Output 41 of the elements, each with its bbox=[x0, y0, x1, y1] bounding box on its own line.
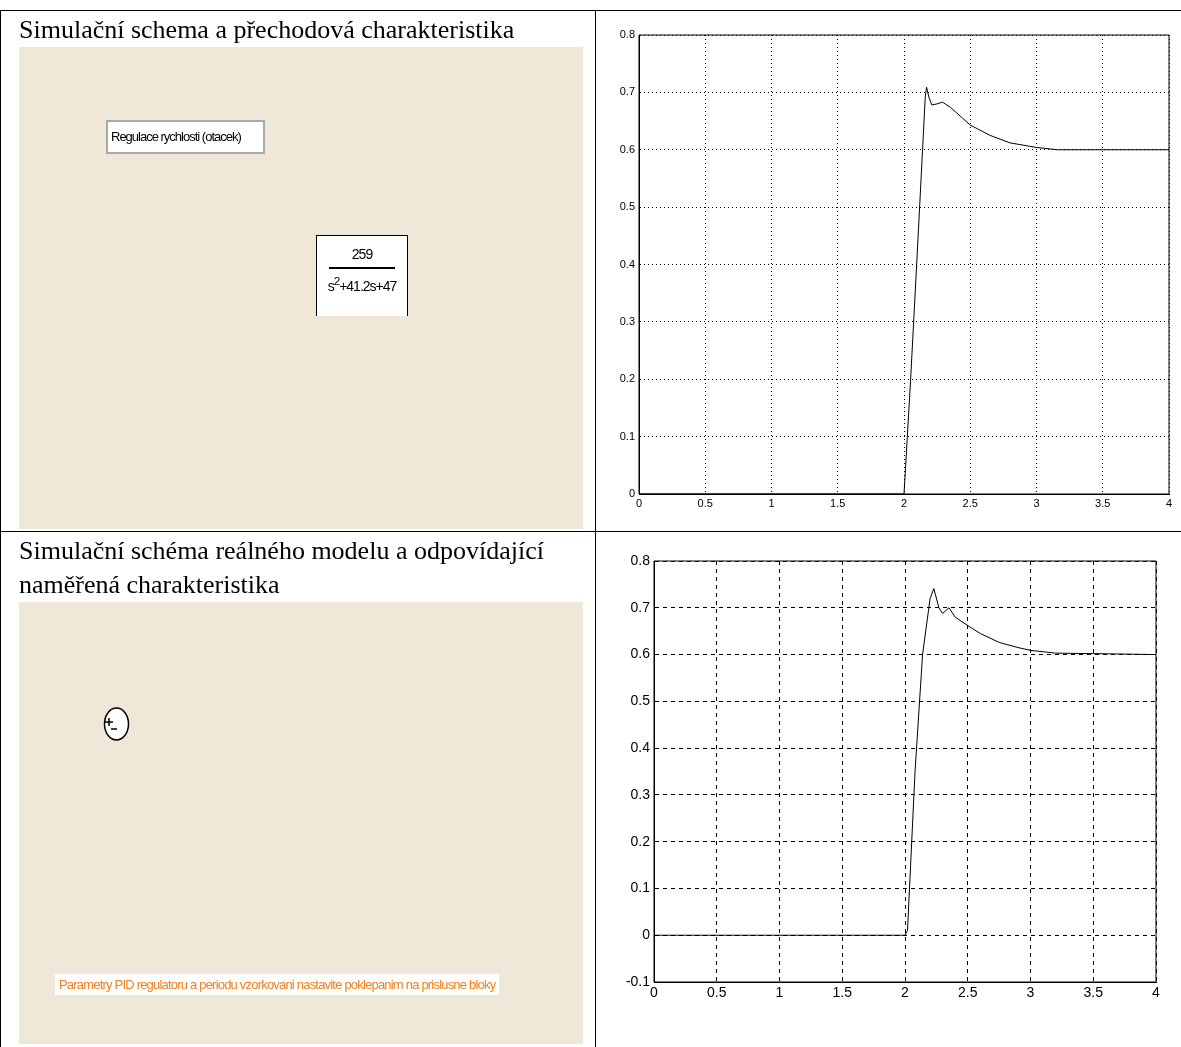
y-tick-label: 0.4 bbox=[619, 257, 635, 270]
text: Simulační schéma reálného modelu a odpovídající naměřená charakteristika bbox=[18, 535, 545, 601]
x-tick-label: 2.5 bbox=[962, 496, 978, 509]
x-tick-label: 1.5 bbox=[832, 984, 853, 1001]
y-tick-label: 0.6 bbox=[630, 645, 651, 662]
x-tick-label: 2.5 bbox=[958, 984, 978, 1001]
y-tick-label: 0.1 bbox=[630, 879, 651, 896]
text: Parametry PID regulatoru a periodu vzorkovani nastavite poklepanim na prislusne bloky bbox=[55, 974, 500, 995]
y-tick-label: 0 bbox=[628, 487, 635, 500]
y-tick-label: 0.6 bbox=[619, 142, 635, 155]
text: 259 bbox=[350, 246, 374, 262]
x-tick-label: 3.5 bbox=[1083, 984, 1104, 1001]
x-tick-label: 2 bbox=[900, 496, 908, 509]
y-tick-label: 0.7 bbox=[619, 85, 635, 98]
y-tick-label: 0.5 bbox=[619, 200, 635, 213]
y-tick-label: 0.3 bbox=[630, 785, 651, 802]
x-tick-label: 1.5 bbox=[830, 496, 846, 509]
text: Regulace rychlosti (otacek) bbox=[106, 120, 265, 154]
x-tick-label: 0.5 bbox=[697, 496, 713, 509]
x-tick-label: 3 bbox=[1033, 496, 1040, 509]
text: Simulační schema a přechodová charakteristika bbox=[18, 14, 516, 46]
x-tick-label: 0.5 bbox=[707, 984, 727, 1001]
x-tick-label: 1 bbox=[768, 496, 775, 509]
x-tick-label: 3 bbox=[1026, 984, 1035, 1001]
y-tick-label: 0.8 bbox=[619, 28, 635, 41]
y-tick-label: 0 bbox=[642, 926, 651, 943]
y-tick-label: 0.5 bbox=[630, 692, 651, 709]
y-tick-label: 0.2 bbox=[619, 372, 635, 385]
x-tick-label: 1 bbox=[775, 984, 784, 1001]
y-tick-label: -0.1 bbox=[625, 972, 651, 989]
y-tick-label: 0.7 bbox=[630, 598, 651, 615]
x-tick-label: 4 bbox=[1165, 496, 1173, 509]
x-tick-label: 2 bbox=[901, 984, 910, 1001]
y-tick-label: 0.2 bbox=[630, 832, 651, 849]
y-tick-label: 0.8 bbox=[630, 551, 651, 568]
x-tick-label: 3.5 bbox=[1095, 496, 1111, 509]
y-tick-label: 0.4 bbox=[630, 738, 651, 755]
text: s$^{2}$+41.2s+47 bbox=[326, 274, 398, 294]
x-tick-label: 4 bbox=[1152, 984, 1161, 1001]
y-tick-label: 0.1 bbox=[619, 429, 635, 442]
y-tick-label: 0.3 bbox=[619, 314, 635, 327]
